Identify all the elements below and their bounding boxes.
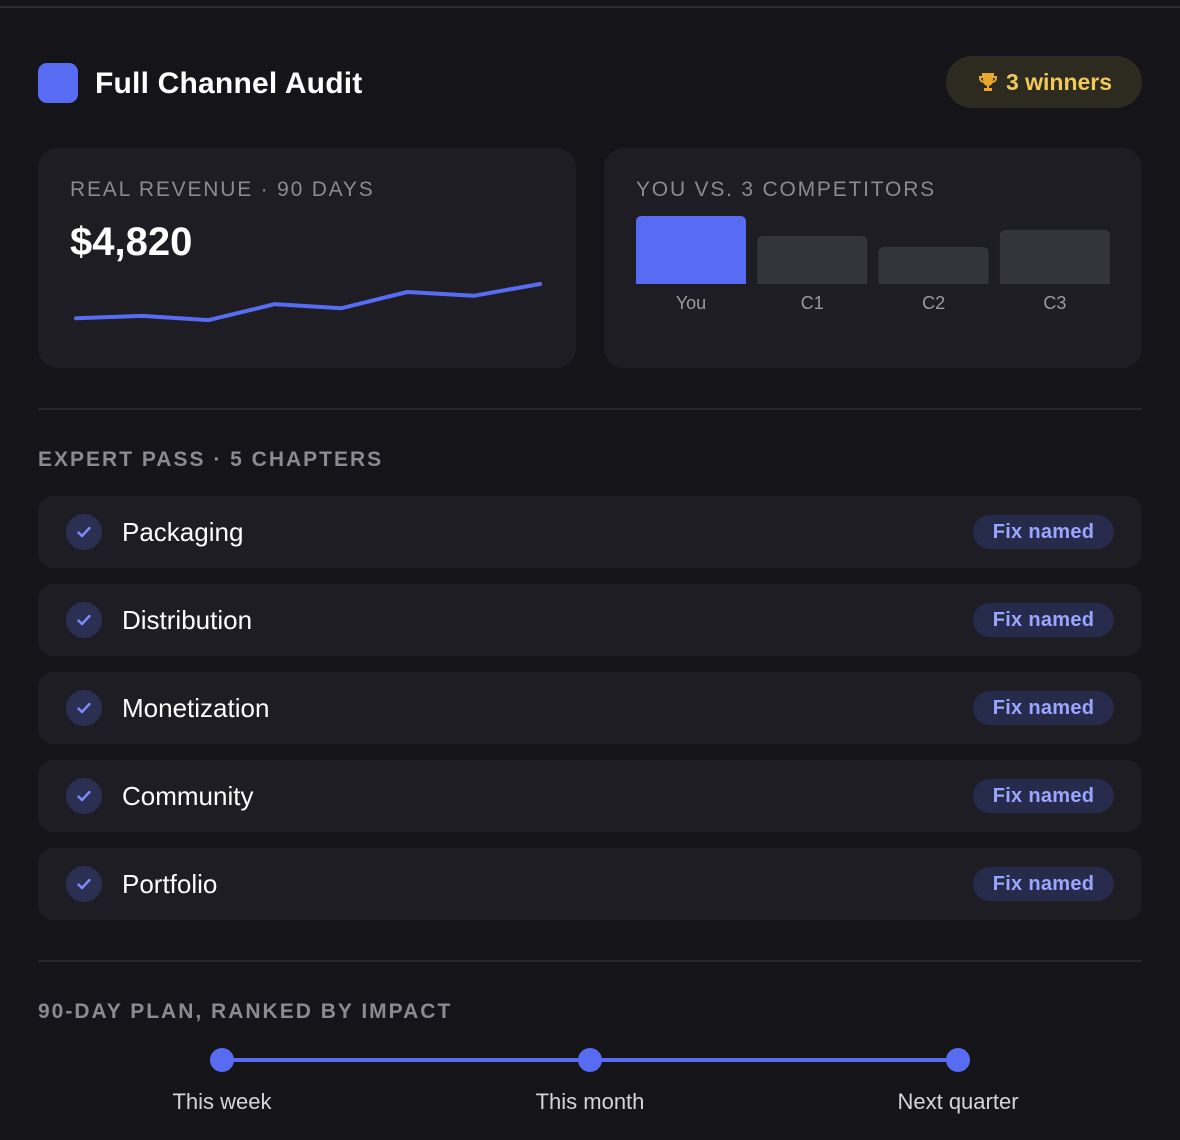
timeline-label-this-month: This month (535, 1089, 645, 1114)
revenue-sparkline (74, 282, 542, 323)
chapter-name: Packaging (122, 517, 244, 547)
bar-c2 (878, 247, 989, 284)
bar-label-you: You (676, 293, 706, 313)
top-border (0, 6, 1180, 8)
fix-named-badge[interactable]: Fix named (973, 779, 1114, 813)
competitor-bar-chart: You C1 C2 C3 (636, 216, 1110, 313)
winners-badge[interactable]: 3 winners (946, 56, 1142, 108)
page-title: Full Channel Audit (95, 67, 363, 100)
expert-pass-label: EXPERT PASS · 5 CHAPTERS (38, 448, 384, 471)
check-icon (66, 514, 102, 550)
chapter-row[interactable]: Portfolio Fix named (38, 848, 1142, 920)
trophy-icon (978, 73, 997, 91)
section-divider (38, 960, 1142, 962)
sparkline-series (74, 282, 542, 323)
bar-you (636, 216, 746, 284)
timeline-label-this-week: This week (172, 1089, 272, 1114)
timeline-label-next-quarter: Next quarter (897, 1089, 1019, 1114)
revenue-card: REAL REVENUE · 90 DAYS $4,820 (38, 148, 576, 368)
fix-named-badge[interactable]: Fix named (973, 515, 1114, 549)
bar-c3 (999, 230, 1110, 284)
fix-named-badge[interactable]: Fix named (973, 691, 1114, 725)
check-icon (66, 866, 102, 902)
bar-label-c2: C2 (922, 293, 945, 313)
winners-count: 3 winners (1005, 68, 1113, 95)
revenue-value: $4,820 (70, 220, 193, 264)
chapter-name: Community (122, 781, 254, 811)
chapter-name: Monetization (122, 693, 270, 723)
plan-label: 90-DAY PLAN, RANKED BY IMPACT (38, 1000, 453, 1023)
fix-named-badge[interactable]: Fix named (973, 867, 1114, 901)
bar-label-c1: C1 (801, 293, 824, 313)
chapter-row[interactable]: Monetization Fix named (38, 672, 1142, 744)
chapter-row[interactable]: Packaging Fix named (38, 496, 1142, 568)
competitor-label: YOU VS. 3 COMPETITORS (636, 178, 936, 201)
plan-timeline (210, 1048, 970, 1072)
chapter-row[interactable]: Distribution Fix named (38, 584, 1142, 656)
header: Full Channel Audit 3 winners (38, 56, 1142, 108)
timeline-node-this-week[interactable] (210, 1048, 234, 1072)
check-icon (66, 602, 102, 638)
check-icon (66, 690, 102, 726)
revenue-label: REAL REVENUE · 90 DAYS (70, 178, 375, 201)
check-icon (66, 778, 102, 814)
app-logo (38, 63, 78, 103)
fix-named-badge[interactable]: Fix named (973, 603, 1114, 637)
chapter-name: Portfolio (122, 869, 218, 899)
chapter-name: Distribution (122, 605, 253, 635)
section-divider (38, 408, 1142, 410)
timeline-node-this-month[interactable] (578, 1048, 602, 1072)
bar-c1 (757, 236, 868, 284)
bar-label-c3: C3 (1043, 293, 1066, 313)
competitor-card: YOU VS. 3 COMPETITORS You C1 C2 C3 (604, 148, 1142, 368)
chapter-row[interactable]: Community Fix named (38, 760, 1142, 832)
timeline-node-next-quarter[interactable] (946, 1048, 970, 1072)
